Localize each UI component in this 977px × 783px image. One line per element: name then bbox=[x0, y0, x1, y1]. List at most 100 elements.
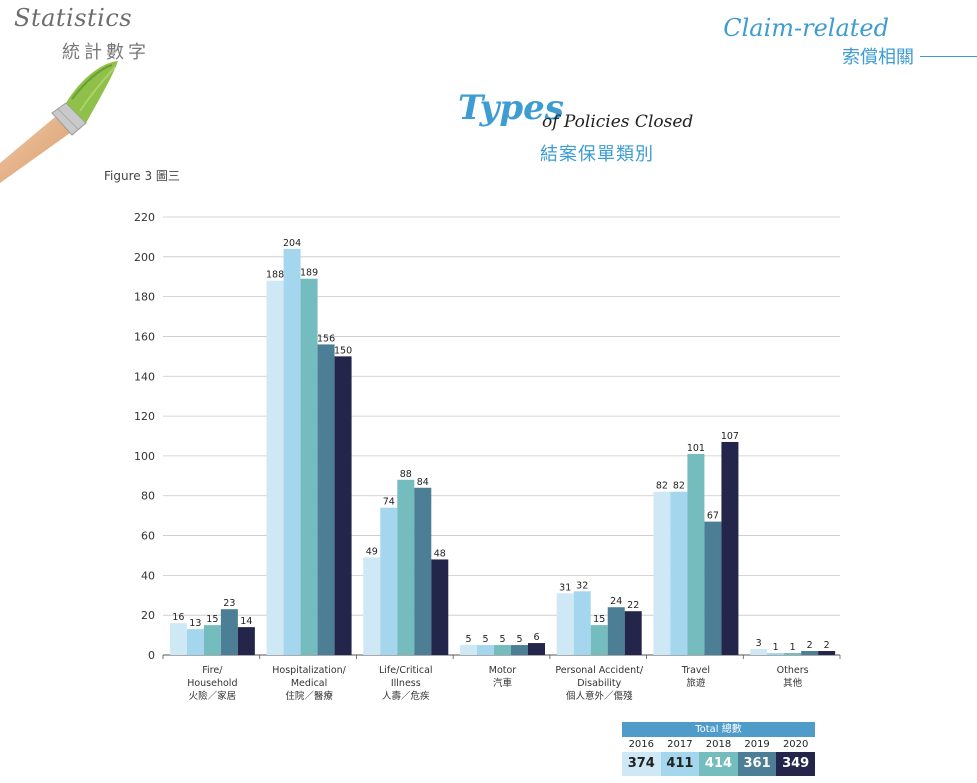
heading-types-rest: of Policies Closed bbox=[542, 112, 694, 132]
totals-value: 361 bbox=[737, 752, 777, 776]
y-tick-label: 0 bbox=[148, 649, 155, 662]
bar bbox=[203, 625, 221, 655]
bar bbox=[721, 441, 739, 655]
bar-value-label: 15 bbox=[206, 614, 218, 625]
bar bbox=[460, 645, 477, 655]
bar-value-label: 5 bbox=[516, 634, 522, 645]
figure-label: Figure 3 圖三 bbox=[104, 169, 180, 183]
bar-value-label: 84 bbox=[417, 477, 429, 488]
bar-value-label: 2 bbox=[807, 640, 813, 651]
x-category-label: Life/Critical bbox=[379, 665, 433, 676]
x-category-label: 住院／醫療 bbox=[285, 690, 333, 702]
claim-title: Claim-related bbox=[723, 14, 889, 42]
bar-value-label: 1 bbox=[773, 642, 779, 653]
bar bbox=[414, 487, 432, 655]
bar-value-label: 14 bbox=[240, 616, 252, 627]
bar-value-label: 2 bbox=[824, 640, 830, 651]
y-tick-label: 140 bbox=[134, 370, 155, 383]
y-tick-label: 100 bbox=[134, 450, 155, 463]
bar bbox=[573, 591, 591, 655]
bar bbox=[653, 491, 671, 655]
bar-value-label: 101 bbox=[687, 443, 705, 454]
bar bbox=[380, 507, 398, 655]
bar bbox=[431, 559, 449, 655]
y-tick-label: 180 bbox=[134, 291, 155, 304]
bar bbox=[784, 653, 802, 655]
totals-value: 411 bbox=[660, 752, 700, 776]
bar-value-label: 32 bbox=[576, 580, 588, 591]
bar-value-label: 204 bbox=[283, 238, 301, 249]
bar bbox=[186, 629, 204, 655]
bar-value-label: 107 bbox=[721, 431, 739, 442]
x-category-label: 火險／家居 bbox=[189, 690, 237, 702]
bar-value-label: 188 bbox=[266, 270, 284, 281]
y-tick-label: 200 bbox=[134, 251, 155, 264]
x-category-label: Household bbox=[187, 678, 237, 689]
totals-year: 2019 bbox=[744, 739, 770, 750]
y-tick-label: 80 bbox=[141, 490, 155, 503]
statistics-title: Statistics bbox=[14, 4, 133, 32]
bar bbox=[801, 651, 819, 655]
x-category-label: Personal Accident/ bbox=[555, 665, 643, 676]
y-tick-label: 20 bbox=[141, 609, 155, 622]
bar bbox=[397, 479, 415, 655]
bar-value-label: 5 bbox=[482, 634, 488, 645]
bar bbox=[283, 248, 301, 655]
bar bbox=[624, 611, 642, 655]
bar-value-label: 23 bbox=[223, 598, 235, 609]
bar-value-label: 24 bbox=[610, 596, 622, 607]
x-category-label: 其他 bbox=[783, 677, 803, 689]
bar-value-label: 15 bbox=[593, 614, 605, 625]
x-category-label: 人壽／危疾 bbox=[382, 690, 430, 702]
x-category-label: Illness bbox=[391, 678, 421, 689]
bar-value-label: 1 bbox=[790, 642, 796, 653]
y-tick-label: 60 bbox=[141, 530, 155, 543]
x-category-label: Medical bbox=[291, 678, 327, 689]
bar-value-label: 31 bbox=[559, 582, 571, 593]
bar-value-label: 74 bbox=[383, 497, 395, 508]
heading-subtitle-zh: 結案保單類別 bbox=[540, 144, 654, 165]
x-category-label: Hospitalization/ bbox=[272, 665, 346, 676]
bar bbox=[363, 557, 381, 655]
bar bbox=[511, 645, 528, 655]
bar bbox=[300, 278, 318, 655]
bar-value-label: 5 bbox=[499, 634, 505, 645]
x-category-label: 汽車 bbox=[493, 677, 513, 689]
bar bbox=[687, 453, 705, 655]
bar bbox=[477, 645, 494, 655]
bar bbox=[317, 344, 335, 655]
totals-values-row: 374 411 414 361 349 bbox=[622, 752, 815, 776]
bar bbox=[670, 491, 688, 655]
bar bbox=[704, 521, 722, 655]
bar-value-label: 22 bbox=[627, 600, 639, 611]
heading-types: Types bbox=[458, 88, 564, 128]
totals-value: 374 bbox=[622, 752, 661, 776]
totals-header: Total 總數 bbox=[622, 722, 815, 737]
bar-value-label: 150 bbox=[334, 345, 352, 356]
statistics-subtitle: 統計數字 bbox=[62, 42, 150, 63]
bar bbox=[767, 653, 785, 655]
bar bbox=[266, 280, 284, 655]
y-tick-label: 120 bbox=[134, 410, 155, 423]
totals-value: 414 bbox=[699, 752, 738, 776]
bar-value-label: 189 bbox=[300, 268, 318, 279]
totals-value: 349 bbox=[776, 752, 815, 776]
x-category-label: Others bbox=[777, 665, 809, 676]
bar-value-label: 49 bbox=[366, 546, 378, 557]
paintbrush-illustration bbox=[0, 61, 118, 183]
bar-value-label: 13 bbox=[189, 618, 201, 629]
x-category-label: 旅遊 bbox=[686, 677, 706, 689]
x-category-label: Travel bbox=[681, 665, 710, 676]
bar bbox=[494, 645, 511, 655]
x-category-label: Disability bbox=[577, 678, 621, 689]
bar-value-label: 5 bbox=[465, 634, 471, 645]
y-tick-label: 220 bbox=[134, 211, 155, 224]
bar-value-label: 6 bbox=[533, 632, 539, 643]
totals-table: Total 總數 2016 2017 2018 2019 2020 374 41… bbox=[622, 722, 815, 776]
y-tick-label: 160 bbox=[134, 330, 155, 343]
totals-years-row: 2016 2017 2018 2019 2020 bbox=[622, 737, 815, 752]
claim-subtitle: 索償相關 bbox=[842, 47, 914, 68]
totals-year: 2018 bbox=[705, 739, 732, 750]
totals-year: 2020 bbox=[782, 739, 809, 750]
